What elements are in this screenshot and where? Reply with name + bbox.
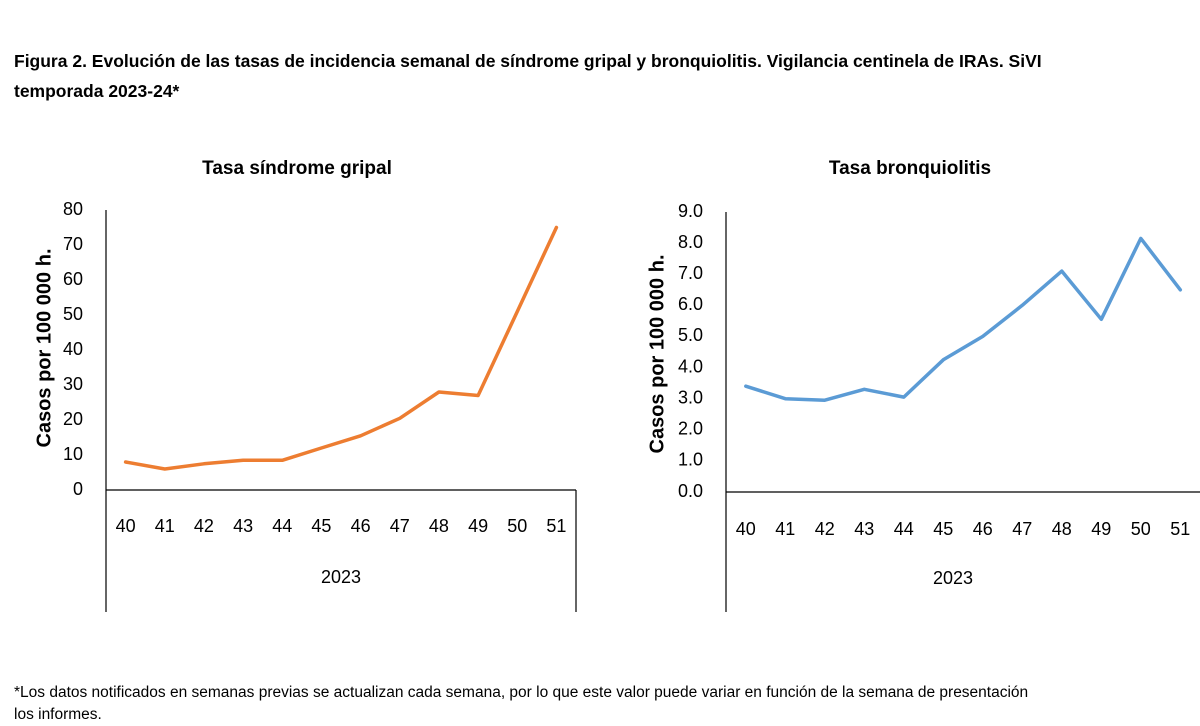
- bronchiolitis-y-tick-label: 9.0: [678, 201, 703, 221]
- bronchiolitis-y-axis-label: Casos por 100 000 h.: [646, 255, 668, 454]
- bronchiolitis-x-tick-label: 46: [973, 519, 993, 539]
- influenza-y-tick-label: 50: [63, 304, 83, 324]
- influenza-x-tick-label: 46: [351, 516, 371, 536]
- influenza-y-axis-label: Casos por 100 000 h.: [33, 249, 55, 448]
- bronchiolitis-x-tick-label: 41: [775, 519, 795, 539]
- bronchiolitis-chart-title: Tasa bronquiolitis: [829, 158, 991, 179]
- bronchiolitis-y-tick-label: 0.0: [678, 481, 703, 501]
- bronchiolitis-x-axis-label: 2023: [933, 568, 973, 588]
- influenza-y-tick-label: 70: [63, 234, 83, 254]
- influenza-y-tick-label: 80: [63, 199, 83, 219]
- influenza-x-tick-label: 49: [468, 516, 488, 536]
- influenza-x-axis-label: 2023: [321, 567, 361, 587]
- bronchiolitis-y-tick-label: 5.0: [678, 325, 703, 345]
- influenza-series-line: [126, 228, 557, 470]
- influenza-y-tick-label: 30: [63, 374, 83, 394]
- bronchiolitis-y-tick-label: 8.0: [678, 232, 703, 252]
- bronchiolitis-x-tick-label: 40: [736, 519, 756, 539]
- influenza-y-tick-label: 40: [63, 339, 83, 359]
- influenza-x-tick-label: 40: [116, 516, 136, 536]
- bronchiolitis-x-tick-label: 45: [933, 519, 953, 539]
- bronchiolitis-x-tick-label: 44: [894, 519, 914, 539]
- influenza-x-tick-label: 48: [429, 516, 449, 536]
- influenza-chart-title: Tasa síndrome gripal: [202, 158, 392, 179]
- bronchiolitis-y-tick-label: 6.0: [678, 294, 703, 314]
- bronchiolitis-y-tick-label: 2.0: [678, 419, 703, 439]
- influenza-x-tick-label: 47: [390, 516, 410, 536]
- influenza-y-tick-label: 0: [73, 479, 83, 499]
- bronchiolitis-x-tick-label: 42: [815, 519, 835, 539]
- influenza-y-tick-label: 60: [63, 269, 83, 289]
- bronchiolitis-y-tick-label: 3.0: [678, 387, 703, 407]
- bronchiolitis-x-tick-label: 43: [854, 519, 874, 539]
- influenza-rate-chart: Tasa síndrome gripal Casos por 100 000 h.…: [0, 0, 600, 720]
- bronchiolitis-series-line: [746, 238, 1181, 400]
- bronchiolitis-x-tick-label: 47: [1012, 519, 1032, 539]
- influenza-y-tick-label: 10: [63, 444, 83, 464]
- influenza-y-tick-label: 20: [63, 409, 83, 429]
- influenza-x-tick-label: 43: [233, 516, 253, 536]
- bronchiolitis-y-tick-label: 4.0: [678, 356, 703, 376]
- bronchiolitis-x-tick-label: 48: [1052, 519, 1072, 539]
- footnote-line-2: los informes.: [14, 704, 1200, 726]
- bronchiolitis-x-tick-label: 50: [1131, 519, 1151, 539]
- influenza-x-tick-label: 45: [311, 516, 331, 536]
- footnote-line-1: *Los datos notificados en semanas previa…: [14, 682, 1200, 704]
- footnote: *Los datos notificados en semanas previa…: [14, 682, 1200, 726]
- influenza-x-tick-label: 41: [155, 516, 175, 536]
- bronchiolitis-y-tick-label: 1.0: [678, 450, 703, 470]
- influenza-x-tick-label: 42: [194, 516, 214, 536]
- bronchiolitis-rate-chart: Tasa bronquiolitis Casos por 100 000 h. 0.…: [600, 0, 1200, 720]
- bronchiolitis-y-tick-label: 7.0: [678, 263, 703, 283]
- bronchiolitis-x-tick-label: 51: [1170, 519, 1190, 539]
- bronchiolitis-x-tick-label: 49: [1091, 519, 1111, 539]
- influenza-x-tick-label: 50: [507, 516, 527, 536]
- influenza-x-tick-label: 44: [272, 516, 292, 536]
- influenza-x-tick-label: 51: [546, 516, 566, 536]
